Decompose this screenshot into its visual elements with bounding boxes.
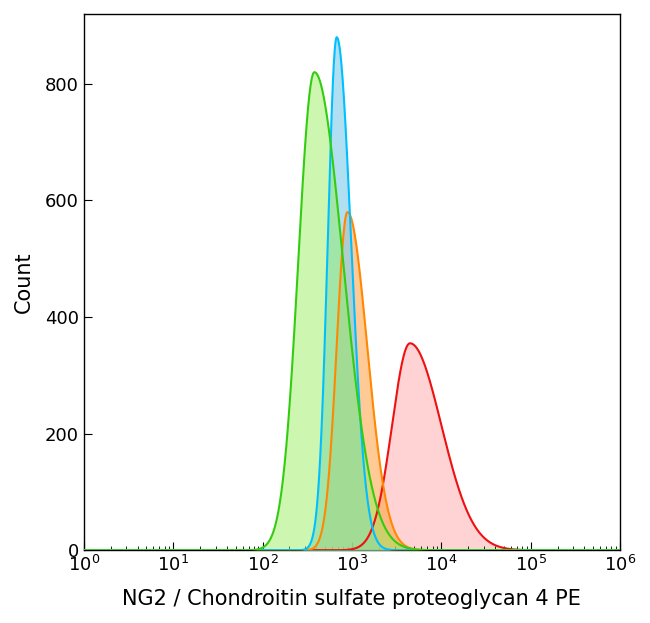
Y-axis label: Count: Count [14, 251, 34, 313]
X-axis label: NG2 / Chondroitin sulfate proteoglycan 4 PE: NG2 / Chondroitin sulfate proteoglycan 4… [122, 589, 581, 609]
